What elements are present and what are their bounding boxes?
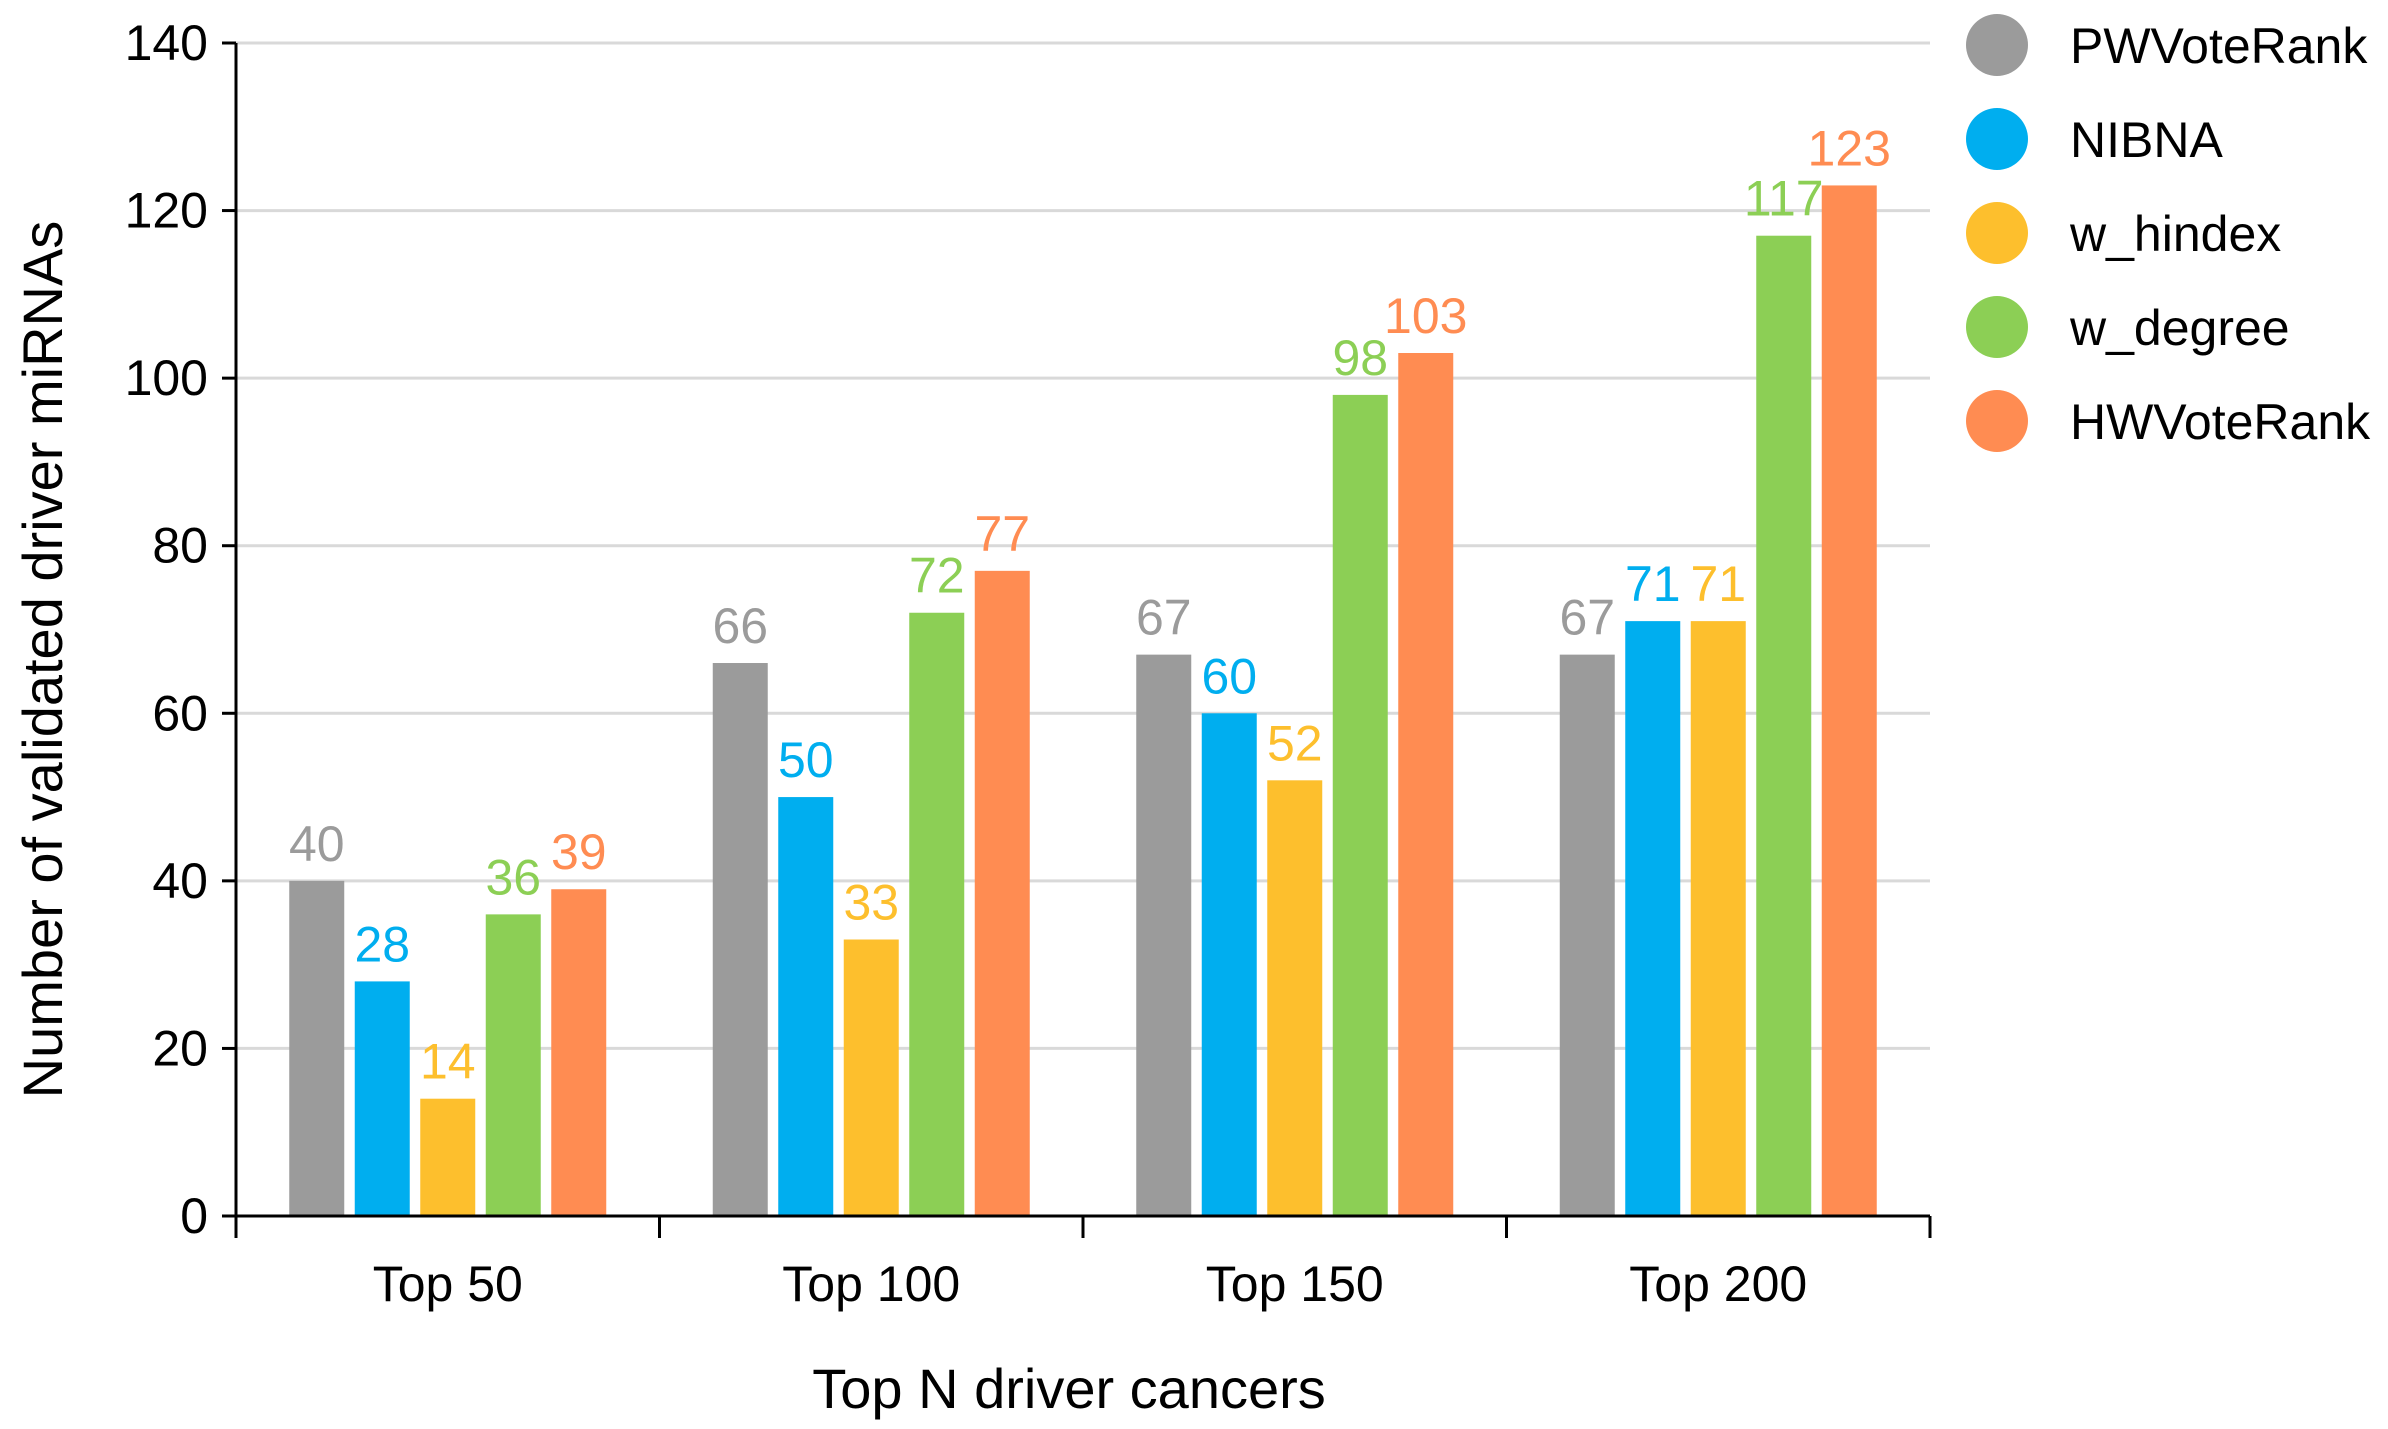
legend-label: NIBNA [2070,112,2223,168]
data-label: 123 [1808,120,1891,176]
y-tick-label: 40 [152,853,208,909]
gridlines [236,41,1930,1050]
data-label: 40 [289,816,345,872]
legend-swatch [1966,14,2028,76]
data-label: 71 [1690,556,1746,612]
data-label: 28 [354,916,410,972]
data-label: 50 [778,732,834,788]
bar [1398,353,1454,1216]
legend: PWVoteRank NIBNA w_hindex w_degree HWVoteRan… [1966,14,2371,452]
bar [1559,654,1615,1216]
y-tick-label: 120 [125,183,208,239]
x-tick-label: Top 150 [1206,1256,1384,1312]
bar [1332,394,1388,1216]
x-tick-label: Top 100 [782,1256,960,1312]
x-axis-title: Top N driver cancers [812,1357,1326,1420]
bar [974,570,1030,1216]
bar [551,889,607,1216]
bar [909,612,965,1216]
data-label: 66 [712,598,768,654]
bar [1690,621,1746,1216]
bar [1136,654,1192,1216]
data-label: 14 [420,1034,476,1090]
y-tick-label: 0 [180,1188,208,1244]
legend-label: HWVoteRank [2070,394,2371,450]
data-label: 72 [909,548,965,604]
x-tick-label: Top 200 [1629,1256,1807,1312]
data-label: 52 [1267,715,1323,771]
y-axis-title: Number of validated driver miRNAs [11,221,74,1099]
data-label: 36 [485,849,541,905]
bar [1201,713,1257,1216]
y-tick-label: 80 [152,518,208,574]
bar [843,939,899,1216]
y-tick-label: 60 [152,685,208,741]
bar [420,1098,476,1216]
y-tick-label: 140 [125,15,208,71]
legend-swatch [1966,202,2028,264]
data-label: 67 [1136,590,1192,646]
legend-label: PWVoteRank [2070,18,2368,74]
data-label: 117 [1744,171,1824,227]
data-label: 67 [1559,590,1615,646]
data-label: 60 [1201,648,1257,704]
legend-swatch [1966,390,2028,452]
data-label: 103 [1384,288,1467,344]
y-tick-label: 100 [125,350,208,406]
bar [712,663,768,1216]
data-label: 77 [974,506,1030,562]
legend-label: w_degree [2069,300,2290,356]
data-label: 98 [1332,330,1388,386]
y-tick-label: 20 [152,1020,208,1076]
bar [1821,185,1877,1217]
bar [354,981,410,1216]
bar [1756,235,1812,1216]
axes: 0 20 40 60 80 100 120 140 Top 50 Top 100 Top 150 To… [125,15,1932,1312]
data-label: 71 [1625,556,1681,612]
bar [778,797,834,1216]
bar [289,880,345,1216]
x-tick-label: Top 50 [373,1256,523,1312]
legend-label: w_hindex [2069,206,2281,262]
bar [1267,780,1323,1216]
data-label: 39 [551,824,607,880]
bar [485,914,541,1216]
bars [289,185,1877,1217]
legend-swatch [1966,296,2028,358]
legend-swatch [1966,108,2028,170]
bar [1625,621,1681,1216]
data-label: 33 [843,875,899,931]
